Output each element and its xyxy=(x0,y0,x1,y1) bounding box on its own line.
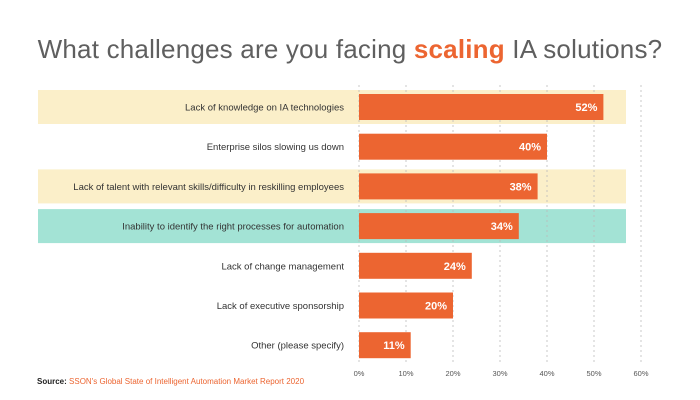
value-label: 20% xyxy=(425,301,447,313)
row-band-teal xyxy=(38,209,626,244)
bar xyxy=(359,292,453,319)
category-label: Lack of knowledge on IA technologies xyxy=(185,103,344,114)
chart-title: What challenges are you facing scaling I… xyxy=(0,34,700,65)
bar xyxy=(359,213,519,240)
x-tick-label: 20% xyxy=(445,369,460,378)
value-label: 11% xyxy=(383,340,405,352)
title-text-after: IA solutions? xyxy=(504,34,663,64)
bar xyxy=(359,332,411,359)
category-label: Lack of change management xyxy=(221,261,344,272)
x-tick-label: 0% xyxy=(354,369,365,378)
bar xyxy=(359,173,538,200)
title-text-before: What challenges are you facing xyxy=(37,34,414,64)
bar xyxy=(359,133,547,160)
value-label: 38% xyxy=(510,181,532,193)
value-label: 40% xyxy=(519,142,541,154)
source-label: Source: xyxy=(37,377,67,386)
x-tick-label: 10% xyxy=(398,369,413,378)
source-text: SSON's Global State of Intelligent Autom… xyxy=(69,377,305,386)
category-label: Enterprise silos slowing us down xyxy=(207,142,344,153)
category-label: Lack of talent with relevant skills/diff… xyxy=(73,182,344,193)
title-highlight-word: scaling xyxy=(413,34,505,64)
source-note: Source: SSON's Global State of Intellige… xyxy=(37,377,304,386)
category-label: Other (please specify) xyxy=(251,341,344,352)
value-label: 52% xyxy=(575,102,597,114)
x-tick-label: 30% xyxy=(492,369,507,378)
category-label: Lack of executive sponsorship xyxy=(217,301,344,312)
value-label: 34% xyxy=(491,221,513,233)
x-tick-label: 40% xyxy=(539,369,554,378)
bar xyxy=(359,94,604,120)
category-label: Inability to identify the right processe… xyxy=(122,222,344,233)
x-tick-label: 60% xyxy=(633,369,648,378)
x-tick-label: 50% xyxy=(586,369,601,378)
bar xyxy=(359,252,472,279)
value-label: 24% xyxy=(444,261,466,273)
